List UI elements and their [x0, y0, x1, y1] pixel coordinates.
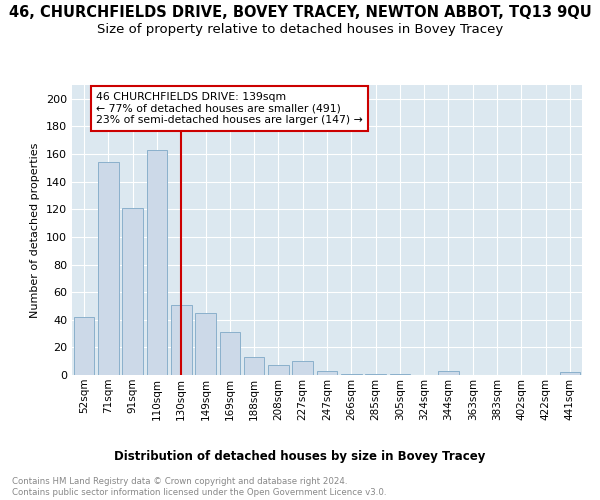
Bar — [365, 374, 386, 375]
Bar — [317, 371, 337, 375]
Bar — [438, 371, 459, 375]
Bar — [268, 366, 289, 375]
Bar — [195, 313, 216, 375]
Text: Contains HM Land Registry data © Crown copyright and database right 2024.
Contai: Contains HM Land Registry data © Crown c… — [12, 478, 386, 497]
Bar — [560, 372, 580, 375]
Text: Distribution of detached houses by size in Bovey Tracey: Distribution of detached houses by size … — [115, 450, 485, 463]
Text: Size of property relative to detached houses in Bovey Tracey: Size of property relative to detached ho… — [97, 22, 503, 36]
Bar — [74, 317, 94, 375]
Bar — [122, 208, 143, 375]
Bar — [292, 361, 313, 375]
Bar — [389, 374, 410, 375]
Bar — [98, 162, 119, 375]
Text: 46 CHURCHFIELDS DRIVE: 139sqm
← 77% of detached houses are smaller (491)
23% of : 46 CHURCHFIELDS DRIVE: 139sqm ← 77% of d… — [96, 92, 363, 125]
Bar — [244, 357, 265, 375]
Bar — [220, 332, 240, 375]
Bar — [171, 304, 191, 375]
Y-axis label: Number of detached properties: Number of detached properties — [31, 142, 40, 318]
Bar — [341, 374, 362, 375]
Bar — [146, 150, 167, 375]
Text: 46, CHURCHFIELDS DRIVE, BOVEY TRACEY, NEWTON ABBOT, TQ13 9QU: 46, CHURCHFIELDS DRIVE, BOVEY TRACEY, NE… — [8, 5, 592, 20]
